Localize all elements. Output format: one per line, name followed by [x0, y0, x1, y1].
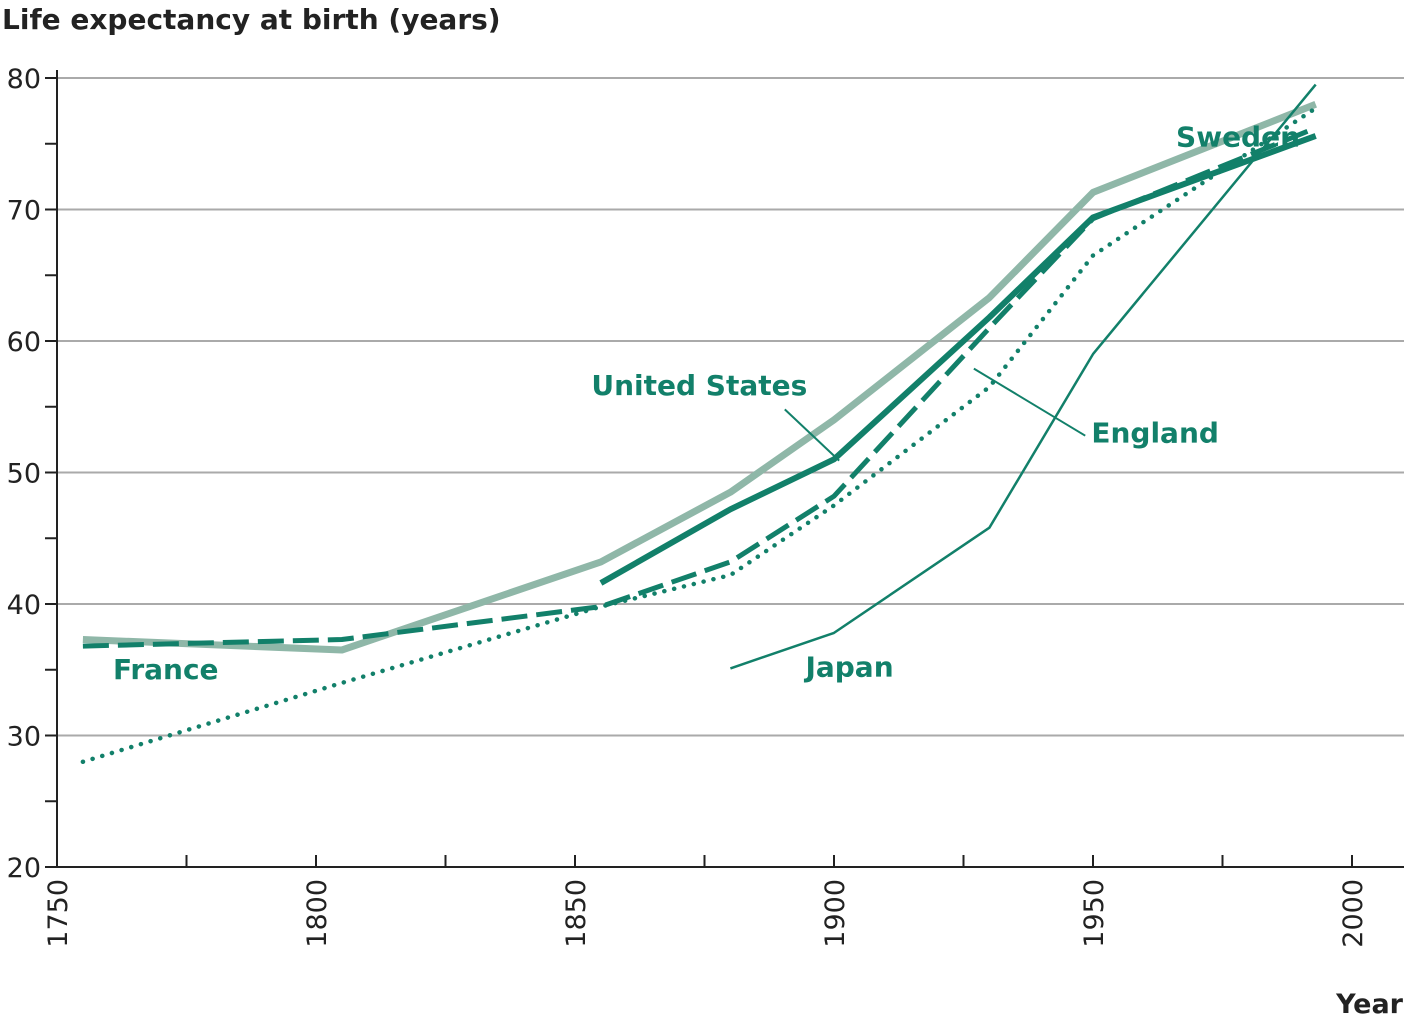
- series-line-japan: [729, 83, 1317, 670]
- y-tick-label-40: 40: [7, 590, 41, 621]
- label-leader-lines: [784, 367, 1086, 462]
- series-line-united-states: [599, 133, 1317, 586]
- x-tick-label-2000: 2000: [1338, 879, 1369, 948]
- x-tick-label-1800: 1800: [302, 879, 333, 948]
- series-label-japan: Japan: [803, 650, 893, 683]
- axes: [56, 70, 1404, 868]
- series-label-france: France: [113, 653, 219, 686]
- y-tick-label-50: 50: [7, 459, 41, 490]
- y-tick-label-70: 70: [7, 196, 41, 227]
- series-label-england: England: [1091, 416, 1219, 449]
- leader-line-england: [973, 367, 1086, 437]
- ticks: 20 30 40 50 60 70 80 1750 1800 1850 1900 1950 2000: [7, 64, 1369, 948]
- y-tick-label-20: 20: [7, 853, 41, 884]
- x-tick-label-1750: 1750: [43, 879, 74, 948]
- series-line-france: [80, 105, 1318, 765]
- x-tick-label-1950: 1950: [1079, 879, 1110, 948]
- chart-title: Life expectancy at birth (years): [2, 3, 501, 36]
- y-tick-label-80: 80: [7, 64, 41, 95]
- series-label-united-states: United States: [591, 369, 807, 402]
- x-tick-label-1850: 1850: [561, 879, 592, 948]
- series-label-sweden: Sweden: [1176, 120, 1300, 153]
- y-tick-label-60: 60: [7, 327, 41, 358]
- leader-line-united-states: [784, 408, 840, 462]
- x-axis-label: Year: [1335, 989, 1404, 1020]
- y-tick-label-30: 30: [7, 722, 41, 753]
- x-tick-label-1900: 1900: [820, 879, 851, 948]
- series-labels: Sweden United States England France Japan: [113, 120, 1300, 686]
- grid-lines: [57, 77, 1404, 737]
- series-lines: [80, 83, 1318, 765]
